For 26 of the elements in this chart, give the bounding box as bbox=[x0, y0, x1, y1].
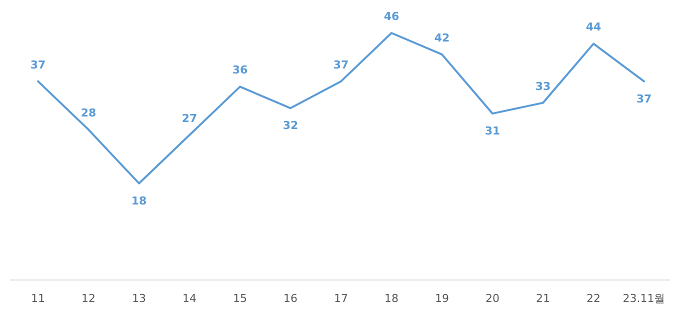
x-tick-label: 12 bbox=[82, 292, 96, 305]
x-tick-label: 14 bbox=[182, 292, 196, 305]
data-label: 31 bbox=[484, 124, 500, 138]
data-label: 18 bbox=[131, 194, 147, 208]
data-label: 42 bbox=[434, 31, 450, 44]
x-tick-label: 17 bbox=[334, 292, 348, 305]
data-label: 46 bbox=[384, 10, 400, 23]
data-label: 44 bbox=[586, 20, 602, 34]
data-label: 32 bbox=[282, 119, 298, 132]
x-tick-label: 21 bbox=[536, 292, 550, 305]
data-label: 27 bbox=[182, 112, 198, 126]
data-label: 28 bbox=[80, 106, 96, 120]
data-label: 37 bbox=[333, 58, 349, 72]
x-tick-label: 16 bbox=[284, 292, 298, 305]
data-label: 37 bbox=[30, 58, 46, 72]
x-tick-label: 23.11월 bbox=[622, 292, 666, 305]
x-tick-label: 19 bbox=[435, 292, 449, 305]
x-tick-label: 22 bbox=[586, 292, 600, 305]
x-tick-label: 15 bbox=[233, 292, 247, 305]
data-label: 37 bbox=[636, 92, 652, 106]
x-tick-label: 18 bbox=[384, 292, 398, 305]
data-label: 33 bbox=[535, 80, 551, 93]
x-tick-label: 20 bbox=[486, 292, 500, 305]
data-label: 36 bbox=[232, 64, 248, 77]
x-tick-label: 13 bbox=[132, 292, 146, 305]
x-tick-label: 11 bbox=[31, 292, 45, 305]
